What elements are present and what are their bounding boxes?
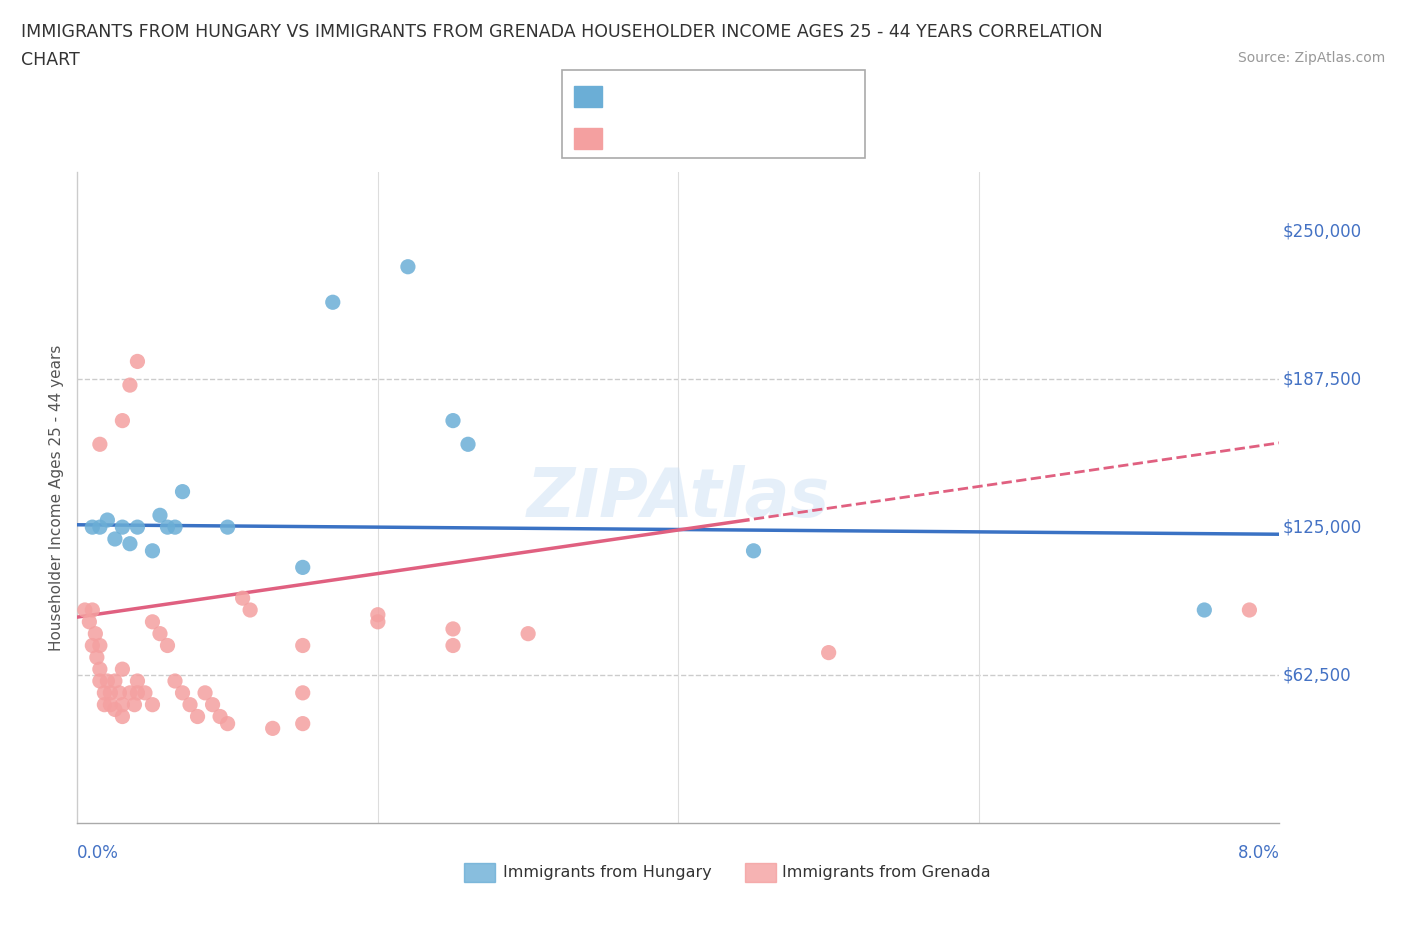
Point: [118, 537, 141, 551]
Point: [217, 716, 239, 731]
Point: [141, 615, 163, 630]
Text: $62,500: $62,500: [1282, 666, 1351, 684]
Point: [209, 709, 232, 724]
Point: [104, 673, 127, 688]
Point: [108, 685, 131, 700]
Point: [441, 638, 464, 653]
Point: [111, 709, 134, 724]
Point: [118, 685, 141, 700]
Point: [84, 626, 107, 641]
Point: [367, 615, 389, 630]
Point: [86, 650, 108, 665]
Text: Immigrants from Grenada: Immigrants from Grenada: [782, 865, 990, 880]
Point: [163, 673, 186, 688]
Point: [179, 698, 201, 712]
Point: [291, 716, 314, 731]
Point: [194, 685, 217, 700]
Text: ZIPAtlas: ZIPAtlas: [527, 465, 830, 530]
Point: [291, 685, 314, 700]
Point: [1239, 603, 1261, 618]
Text: R =: R =: [609, 131, 638, 146]
Text: 20: 20: [773, 89, 796, 104]
Point: [141, 543, 163, 558]
Point: [93, 698, 115, 712]
Point: [111, 662, 134, 677]
Text: Immigrants from Hungary: Immigrants from Hungary: [503, 865, 711, 880]
Text: $125,000: $125,000: [1282, 518, 1361, 536]
Point: [82, 520, 104, 535]
Text: N =: N =: [724, 131, 755, 146]
Point: [149, 626, 172, 641]
Point: [100, 698, 122, 712]
Point: [93, 685, 115, 700]
Point: [89, 638, 111, 653]
Point: [89, 662, 111, 677]
Point: [100, 685, 122, 700]
Point: [89, 673, 111, 688]
Y-axis label: Householder Income Ages 25 - 44 years: Householder Income Ages 25 - 44 years: [49, 344, 65, 651]
Point: [232, 591, 254, 605]
Point: [73, 603, 96, 618]
Point: [163, 520, 186, 535]
Point: [89, 437, 111, 452]
Text: -0.013: -0.013: [661, 89, 718, 104]
Text: CHART: CHART: [21, 51, 80, 69]
Text: 8.0%: 8.0%: [1237, 844, 1279, 862]
Point: [217, 520, 239, 535]
Point: [172, 685, 194, 700]
Point: [201, 698, 224, 712]
Point: [262, 721, 284, 736]
Text: IMMIGRANTS FROM HUNGARY VS IMMIGRANTS FROM GRENADA HOUSEHOLDER INCOME AGES 25 - : IMMIGRANTS FROM HUNGARY VS IMMIGRANTS FR…: [21, 23, 1102, 41]
Point: [172, 485, 194, 499]
Point: [396, 259, 419, 274]
Text: $250,000: $250,000: [1282, 222, 1361, 240]
Point: [149, 508, 172, 523]
Point: [104, 532, 127, 547]
Text: N =: N =: [724, 89, 755, 104]
Point: [134, 685, 156, 700]
Point: [111, 413, 134, 428]
Point: [291, 638, 314, 653]
Point: [111, 520, 134, 535]
Text: 0.0%: 0.0%: [77, 844, 120, 862]
Point: [517, 626, 540, 641]
Point: [96, 512, 118, 527]
Point: [82, 603, 104, 618]
Point: [79, 615, 101, 630]
Text: R =: R =: [609, 89, 638, 104]
Point: [124, 698, 146, 712]
Point: [89, 520, 111, 535]
Point: [441, 413, 464, 428]
Text: 0.136: 0.136: [661, 131, 711, 146]
Text: Source: ZipAtlas.com: Source: ZipAtlas.com: [1237, 51, 1385, 65]
Point: [457, 437, 479, 452]
Point: [156, 520, 179, 535]
Text: 53: 53: [773, 131, 796, 146]
Point: [141, 698, 163, 712]
Point: [441, 621, 464, 636]
Point: [742, 543, 765, 558]
Point: [239, 603, 262, 618]
Point: [322, 295, 344, 310]
Point: [82, 638, 104, 653]
Point: [111, 698, 134, 712]
Point: [186, 709, 209, 724]
Point: [127, 354, 149, 369]
Point: [127, 673, 149, 688]
Point: [127, 520, 149, 535]
Point: [118, 378, 141, 392]
Point: [127, 685, 149, 700]
Point: [367, 607, 389, 622]
Point: [96, 673, 118, 688]
Point: [291, 560, 314, 575]
Point: [104, 702, 127, 717]
Point: [817, 645, 839, 660]
Point: [156, 638, 179, 653]
Point: [1194, 603, 1216, 618]
Text: $187,500: $187,500: [1282, 370, 1361, 388]
